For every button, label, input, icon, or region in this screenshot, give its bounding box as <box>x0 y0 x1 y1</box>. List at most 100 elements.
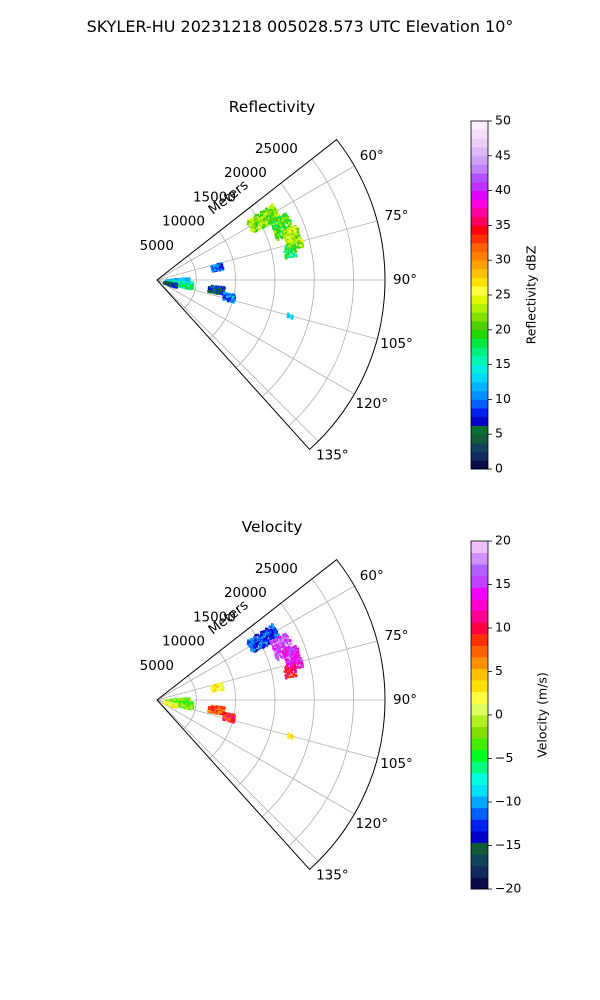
echo-gate <box>286 663 289 666</box>
echo-gate <box>190 701 193 705</box>
range-tick-label: 20000 <box>224 585 267 601</box>
echo-gate <box>265 630 268 633</box>
echo-gate <box>223 716 226 719</box>
echo-gate <box>232 721 235 724</box>
echo-gate <box>187 697 191 700</box>
echo-gate <box>269 215 272 218</box>
echo-gate <box>275 630 278 633</box>
echo-gate <box>281 236 284 239</box>
echo-gate <box>190 287 193 290</box>
echo-gate <box>266 633 269 636</box>
echo-gate <box>284 677 288 680</box>
echo-gate <box>246 222 250 226</box>
echo-gate <box>171 284 174 287</box>
echo-gate <box>275 656 278 659</box>
echo-gate <box>281 221 284 224</box>
echo-gate <box>220 262 223 265</box>
echo-gate <box>258 217 261 220</box>
echo-gate <box>222 289 226 292</box>
echo-gate <box>214 711 217 715</box>
echo-gate <box>281 656 284 659</box>
echo-gate <box>256 228 260 231</box>
echo-gate <box>187 279 190 282</box>
echo-cluster <box>163 701 179 709</box>
echo-gate <box>293 243 297 247</box>
echo-gate <box>299 246 302 249</box>
echo-gate <box>289 245 293 248</box>
echo-gate <box>276 654 279 657</box>
echo-gate <box>212 706 215 709</box>
colorbar-swatch <box>471 373 488 383</box>
echo-gate <box>282 215 285 218</box>
echo-gate <box>285 651 288 655</box>
azimuth-tick-label: 105° <box>380 336 413 352</box>
echo-gate <box>267 629 270 632</box>
echo-gate <box>275 644 278 647</box>
echo-gate <box>293 236 297 239</box>
echo-gate <box>259 222 262 225</box>
echo-gate <box>223 713 226 716</box>
echo-gate <box>293 667 296 671</box>
colorbar-swatch <box>471 234 488 244</box>
echo-gate <box>262 217 266 220</box>
echo-gate <box>301 664 304 667</box>
colorbar-tick-label: −20 <box>495 881 521 896</box>
echo-gate <box>257 638 261 642</box>
echo-gate <box>264 638 267 641</box>
echo-gate <box>207 287 211 290</box>
colorbar-swatch <box>471 541 488 553</box>
colorbar-swatch <box>471 364 488 374</box>
echo-gate <box>215 286 219 289</box>
echo-gate <box>284 212 287 216</box>
echo-gate <box>220 706 223 710</box>
echo-gate <box>228 712 231 716</box>
echo-gate <box>294 674 298 677</box>
echo-gate <box>300 664 303 667</box>
colorbar-swatch <box>471 715 488 727</box>
echo-cluster <box>286 732 294 740</box>
echo-gate <box>225 293 228 296</box>
colorbar-swatch <box>471 668 488 681</box>
echo-gate <box>185 704 188 707</box>
echo-gate <box>267 213 270 216</box>
echo-gate <box>291 672 294 675</box>
echo-gate <box>300 241 304 245</box>
echo-gate <box>267 209 270 212</box>
echo-gate <box>289 227 292 230</box>
colorbar-swatch <box>471 173 488 183</box>
colorbar-swatch <box>471 208 488 218</box>
echo-gate <box>297 239 300 243</box>
colorbar-swatch <box>471 842 488 855</box>
echo-gate <box>212 286 215 289</box>
echo-gate <box>287 312 290 315</box>
echo-gate <box>261 223 264 226</box>
echo-gate <box>222 298 225 301</box>
echo-gate <box>215 706 219 709</box>
colorbar-tick-label: 5 <box>495 663 503 678</box>
echo-gate <box>276 648 280 651</box>
echo-gate <box>269 211 272 214</box>
echo-gate <box>286 228 289 231</box>
echo-gate <box>291 653 294 656</box>
echo-gate <box>276 656 280 659</box>
echo-gate <box>274 230 277 234</box>
echo-gate <box>285 214 289 218</box>
echo-gate <box>293 663 297 667</box>
echo-gate <box>278 230 282 234</box>
echo-gate <box>246 220 250 223</box>
echo-gate <box>290 314 293 317</box>
echo-gate <box>269 637 272 641</box>
echo-gate <box>262 639 265 642</box>
echo-gate <box>289 672 292 675</box>
echo-gate <box>210 265 213 268</box>
echo-gate <box>280 230 283 233</box>
echo-gate <box>178 285 181 288</box>
echo-gate <box>223 287 226 290</box>
echo-gate <box>287 315 290 319</box>
echo-gate <box>275 224 278 227</box>
colorbar-swatch <box>471 321 488 331</box>
echo-gate <box>263 223 266 227</box>
echo-gate <box>286 241 290 244</box>
echo-gate <box>285 245 289 249</box>
colorbar-swatch <box>471 347 488 357</box>
